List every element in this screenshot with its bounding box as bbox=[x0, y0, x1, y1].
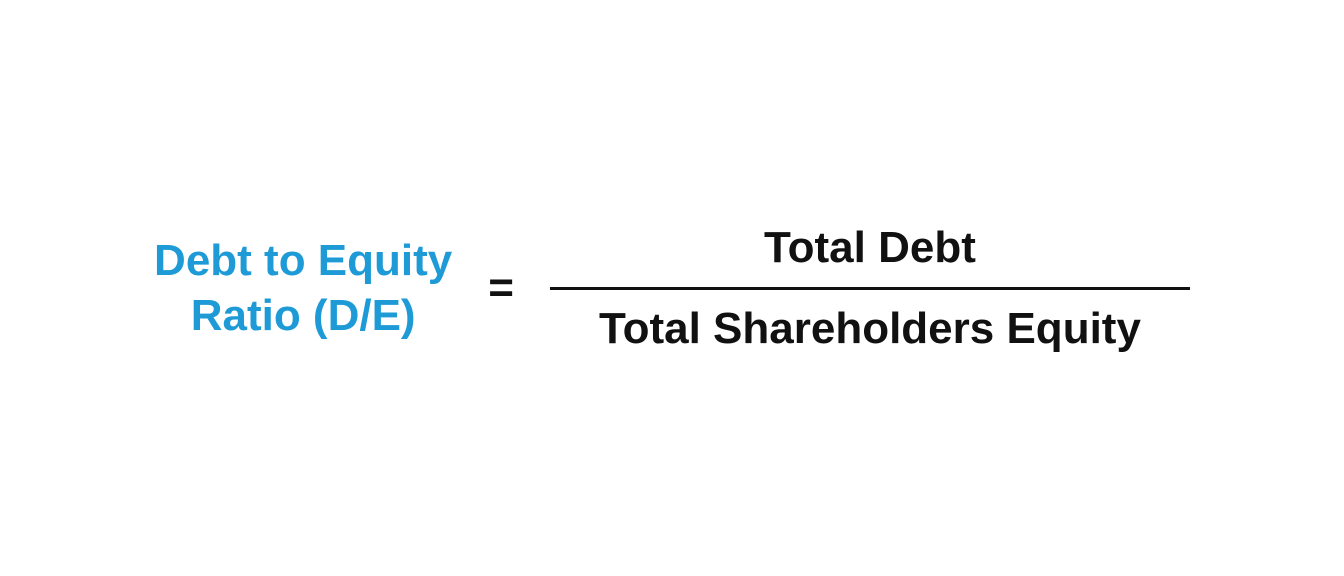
numerator: Total Debt bbox=[764, 223, 976, 287]
formula-container: Debt to Equity Ratio (D/E) = Total Debt … bbox=[154, 223, 1190, 354]
ratio-label-line1: Debt to Equity bbox=[154, 233, 452, 288]
denominator: Total Shareholders Equity bbox=[599, 290, 1141, 354]
equals-sign: = bbox=[488, 263, 514, 313]
fraction: Total Debt Total Shareholders Equity bbox=[550, 223, 1190, 354]
ratio-label-line2: Ratio (D/E) bbox=[154, 288, 452, 343]
ratio-label: Debt to Equity Ratio (D/E) bbox=[154, 233, 452, 343]
